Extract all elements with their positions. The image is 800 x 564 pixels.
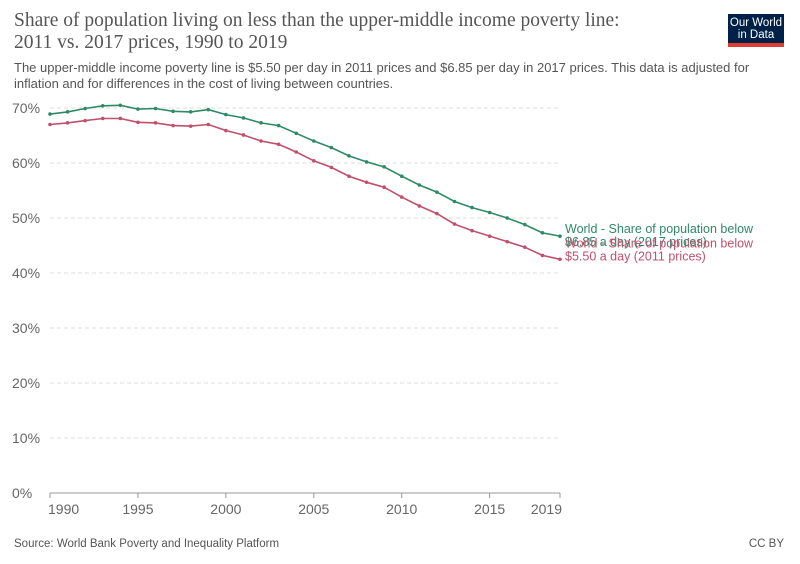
- data-point: [48, 122, 52, 127]
- x-axis: 1990 1995 2000 2005 2010 2015 2019: [48, 492, 562, 517]
- data-point: [329, 145, 334, 150]
- data-point: [435, 211, 439, 216]
- data-point: [347, 154, 351, 158]
- source-note: Source: World Bank Poverty and Inequalit…: [14, 538, 280, 550]
- license-link[interactable]: CC BY: [748, 538, 784, 550]
- data-point: [505, 239, 510, 244]
- data-point: [259, 139, 263, 143]
- data-point: [347, 174, 351, 178]
- data-point: [294, 150, 299, 154]
- data-point: [329, 165, 334, 170]
- data-point: [241, 133, 246, 137]
- data-point: [382, 165, 386, 169]
- data-point: [188, 110, 193, 114]
- data-point: [171, 109, 175, 114]
- data-point: [487, 234, 492, 238]
- y-axis-ticks: 0% 10% 20% 30% 40% 50% 60% 70%: [12, 100, 40, 501]
- data-point: [505, 216, 510, 220]
- series-label-line-2: $5.50 a day (2011 prices): [565, 249, 706, 263]
- y-tick-label: 50%: [12, 210, 40, 226]
- data-point: [452, 199, 457, 204]
- data-point: [65, 110, 70, 114]
- data-point: [558, 257, 562, 262]
- data-point: [241, 116, 246, 120]
- data-point: [311, 159, 316, 163]
- logo-line-1: Our World: [729, 17, 783, 29]
- data-point: [276, 123, 281, 128]
- data-point: [136, 107, 140, 111]
- data-point: [540, 253, 545, 258]
- logo-line-2: in Data: [737, 29, 775, 41]
- data-point: [136, 120, 140, 125]
- data-point: [364, 160, 369, 164]
- y-tick-label: 40%: [12, 265, 40, 281]
- data-point: [65, 121, 70, 125]
- data-point: [435, 190, 439, 194]
- data-point: [487, 210, 492, 215]
- x-tick-label: 1990: [48, 501, 79, 517]
- series-label-line-1: World - Share of population below: [565, 222, 754, 236]
- x-tick-label: 2000: [210, 501, 241, 517]
- data-point: [153, 106, 158, 111]
- data-point: [171, 123, 175, 128]
- data-point: [364, 180, 369, 185]
- data-point: [399, 195, 404, 199]
- series-line: [49, 104, 561, 237]
- data-point: [188, 124, 193, 128]
- data-point: [259, 121, 263, 125]
- x-tick-label: 2005: [298, 501, 329, 517]
- data-point: [118, 103, 123, 108]
- data-point: [311, 139, 316, 143]
- chart-title: Share of population living on less than …: [14, 10, 620, 53]
- series-labels: World - Share of population below$6.85 a…: [565, 222, 754, 263]
- y-tick-label: 0%: [12, 485, 32, 501]
- data-point: [206, 122, 211, 127]
- owid-logo[interactable]: Our World in Data: [728, 14, 784, 47]
- data-point: [83, 106, 87, 111]
- x-tick-label: 1995: [122, 501, 153, 517]
- y-tick-label: 60%: [12, 155, 40, 171]
- data-point: [452, 222, 457, 226]
- data-point: [382, 185, 386, 189]
- data-point: [470, 228, 474, 233]
- data-point: [276, 142, 281, 147]
- data-point: [294, 131, 299, 136]
- grid-lines: [50, 107, 560, 439]
- y-tick-label: 30%: [12, 320, 40, 336]
- data-point: [417, 204, 422, 208]
- data-point: [399, 174, 404, 178]
- data-point: [118, 116, 123, 121]
- data-point: [470, 205, 474, 210]
- y-tick-label: 70%: [12, 100, 40, 116]
- data-point: [558, 234, 562, 238]
- data-point: [523, 222, 527, 227]
- data-point: [100, 116, 105, 121]
- x-tick-label: 2019: [531, 501, 562, 517]
- x-tick-label: 2010: [386, 501, 417, 517]
- data-point: [48, 112, 52, 116]
- data-point: [224, 128, 228, 133]
- data-point: [540, 231, 545, 235]
- data-point: [100, 104, 105, 108]
- data-point: [206, 107, 211, 112]
- data-point: [153, 121, 158, 125]
- series-line: [49, 117, 561, 261]
- series-label-line-1: World - Share of population below: [565, 236, 754, 250]
- y-tick-label: 10%: [12, 430, 40, 446]
- data-point: [523, 245, 527, 249]
- series-label-line-2: $6.85 a day (2017 prices): [565, 235, 707, 249]
- chart-subtitle: The upper-middle income poverty line is …: [14, 60, 750, 91]
- data-point: [417, 183, 422, 187]
- x-tick-label: 2015: [474, 501, 505, 517]
- series-lines: [48, 103, 562, 262]
- data-point: [224, 112, 228, 117]
- y-tick-label: 20%: [12, 375, 40, 391]
- data-point: [83, 118, 87, 123]
